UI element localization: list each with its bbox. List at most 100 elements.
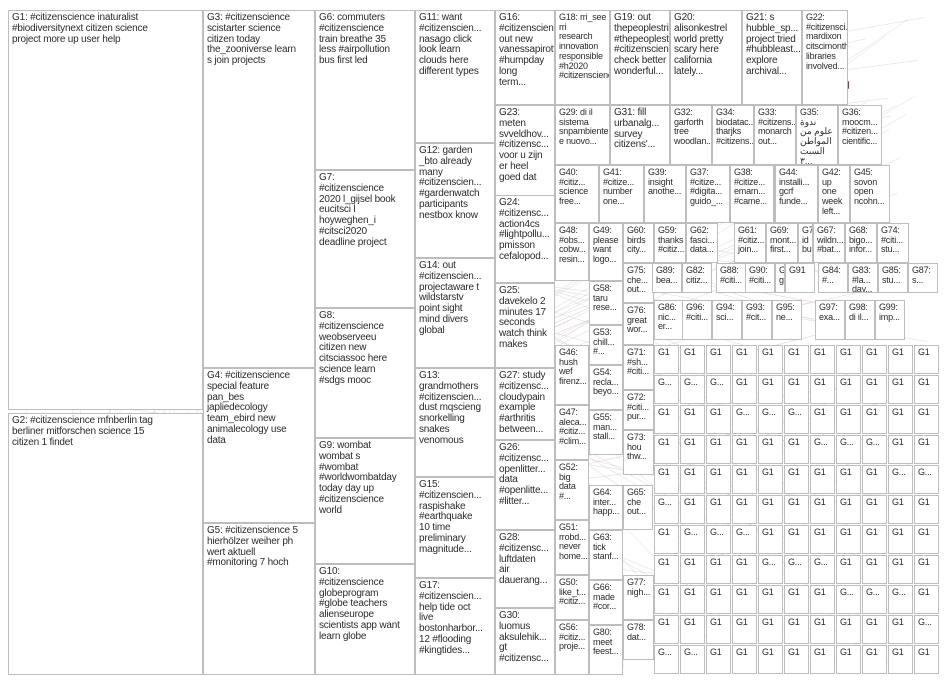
group-label: G82: citiz... <box>686 265 708 285</box>
small-group-label: G1 <box>866 527 878 537</box>
small-group-label: G1 <box>710 467 722 477</box>
group-box-g77: G77: nigh... <box>623 575 654 620</box>
group-label: G87: s... <box>912 265 931 285</box>
small-group-box: G... <box>706 375 731 404</box>
small-group-label: G1 <box>762 527 774 537</box>
group-box-g75: G75: che... out... <box>623 263 654 303</box>
small-group-box: G... <box>914 615 939 644</box>
small-group-label: G1 <box>762 437 774 447</box>
small-group-box: G1 <box>758 345 783 374</box>
group-label: G8: #citizenscience weobserveeu citizen … <box>319 310 387 386</box>
small-group-box: G... <box>654 495 679 524</box>
group-box-g62: G62: fasci... data... <box>686 223 718 263</box>
small-group-label: G1 <box>814 407 826 417</box>
group-box-g3: G3: #citizenscience scistarter science c… <box>203 10 315 368</box>
small-group-label: G1 <box>710 437 722 447</box>
group-box-g63: G63: tick stanf... <box>589 530 623 580</box>
small-group-label: G1 <box>762 617 774 627</box>
small-group-box: G1 <box>732 555 757 584</box>
small-group-label: G1 <box>736 497 748 507</box>
small-group-box: G1 <box>732 495 757 524</box>
group-box-g47: G47: aleca... #citiz... #clim... <box>555 405 589 460</box>
small-group-label: G1 <box>840 557 852 567</box>
small-group-box: G... <box>888 585 913 614</box>
small-group-label: G1 <box>840 467 852 477</box>
group-label: G56: #citiz... proje... <box>559 622 586 652</box>
small-group-label: G1 <box>762 587 774 597</box>
small-group-label: G1 <box>658 467 670 477</box>
group-box-g2: G2: #citizenscience mfnberlin tag berlin… <box>8 413 203 675</box>
group-label: G7: #citizenscience 2020 l_gijsel book e… <box>319 172 396 248</box>
small-group-box: G1 <box>784 585 809 614</box>
group-box-g44: G44: installi... gcrf funde... <box>775 165 818 223</box>
small-group-label: G1 <box>892 377 904 387</box>
small-group-box: G... <box>836 585 861 614</box>
group-label: G48: #obs... cobw... resin... <box>559 225 586 265</box>
small-group-box: G1 <box>680 435 705 464</box>
small-group-box: G... <box>680 525 705 554</box>
small-group-box: G1 <box>914 525 939 554</box>
small-group-box: G... <box>862 585 887 614</box>
small-group-box: G1 <box>758 645 783 674</box>
small-group-box: G1 <box>654 465 679 494</box>
small-group-label: G1 <box>710 587 722 597</box>
group-label: G1: #citizenscience inaturalist #biodive… <box>12 12 148 45</box>
small-group-label: G... <box>866 437 880 447</box>
small-group-label: G1 <box>736 467 748 477</box>
group-label: G25: davekelo 2 minutes 17 seconds watch… <box>499 285 547 350</box>
group-box-g89: G89: bea... <box>652 263 682 293</box>
group-box-g9: G9: wombat wombat s #wombat #worldwombat… <box>315 438 415 564</box>
small-group-label: G1 <box>840 407 852 417</box>
small-group-box: G... <box>706 525 731 554</box>
group-label: G80: meet feest... <box>593 627 619 657</box>
small-group-box: G1 <box>862 495 887 524</box>
group-label: G39: insight anothe... <box>648 167 682 197</box>
small-group-box: G1 <box>914 375 939 404</box>
group-label: G17: #citizenscien... help tide oct live… <box>419 580 483 656</box>
small-group-label: G1 <box>658 617 670 627</box>
small-group-label: G1 <box>814 347 826 357</box>
small-group-label: G1 <box>840 647 852 657</box>
small-group-label: G1 <box>788 647 800 657</box>
small-group-box: G1 <box>888 435 913 464</box>
small-group-box: G1 <box>810 525 835 554</box>
small-group-label: G1 <box>658 407 670 417</box>
small-group-box: G1 <box>706 495 731 524</box>
group-box-g66: G66: made #cor... <box>589 580 623 625</box>
small-group-box: G1 <box>914 645 939 674</box>
small-group-box: G1 <box>732 435 757 464</box>
small-group-box: G1 <box>862 555 887 584</box>
group-box-g65: G65: che out... <box>623 485 653 530</box>
small-group-box: G1 <box>810 375 835 404</box>
small-group-box: G1 <box>888 645 913 674</box>
group-box-g74: G74: #citi... stu... <box>877 223 909 263</box>
small-group-box: G1 <box>758 375 783 404</box>
group-box-g8: G8: #citizenscience weobserveeu citizen … <box>315 308 415 438</box>
group-label: G21: s hubble_sp... project tried #hubbl… <box>746 12 801 77</box>
group-box-g61: G61: #citiz... join... <box>734 223 766 263</box>
group-label: G6: commuters #citizenscience train brea… <box>319 12 390 67</box>
small-group-box: G1 <box>836 645 861 674</box>
small-group-box: G1 <box>654 405 679 434</box>
group-label: G30: luomus aksulehik... gt #citizensc..… <box>499 610 549 665</box>
small-group-box: G1 <box>784 375 809 404</box>
small-group-box: G1 <box>836 405 861 434</box>
group-box-g31: G31: fill urbanalg... survey citizens'..… <box>610 105 670 165</box>
group-label: G34: biodatac... tharjks #citizens... <box>716 107 754 147</box>
group-box-g67: G67: wildn... #bat... <box>813 223 845 263</box>
group-box-g14: G14: out #citizenscien... projectaware t… <box>415 258 495 368</box>
small-group-box: G1 <box>732 615 757 644</box>
group-box-g4: G4: #citizenscience special feature pan_… <box>203 368 315 523</box>
small-group-box: G1 <box>784 495 809 524</box>
group-box-g20: G20: alisonkestrel world pretty scary he… <box>670 10 742 105</box>
small-group-box: G1 <box>732 375 757 404</box>
group-box-g60: G60: birds city... <box>623 223 654 263</box>
group-box-g76: G76: great wor... <box>623 303 654 345</box>
small-group-box: G1 <box>862 375 887 404</box>
group-label: G99: imp... <box>879 302 900 322</box>
group-box-g11: G11: want #citizenscien... nasago click … <box>415 10 495 143</box>
group-label: G74: #citi... stu... <box>881 225 903 255</box>
group-label: G3: #citizenscience scistarter science c… <box>207 12 296 67</box>
group-label: G35: ندوة علوم من المواطن السبت ٣... <box>800 107 833 165</box>
small-group-box: G1 <box>680 615 705 644</box>
